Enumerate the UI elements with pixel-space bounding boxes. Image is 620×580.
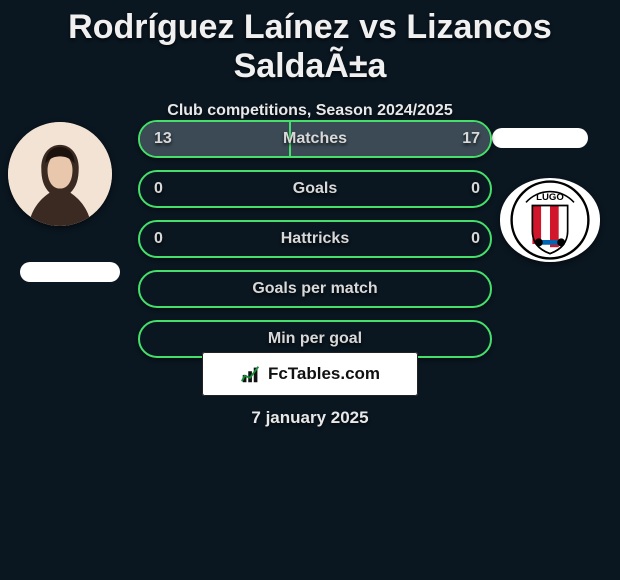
stat-row: 0 0 Hattricks: [138, 220, 492, 258]
fctables-label: FcTables.com: [268, 364, 380, 384]
stat-right-value: 17: [462, 130, 480, 148]
date-label: 7 january 2025: [0, 408, 620, 428]
stat-label: Goals per match: [252, 280, 377, 298]
stat-label: Matches: [283, 130, 347, 148]
stat-right-value: 0: [471, 180, 480, 198]
comparison-card: Rodríguez Laínez vs Lizancos SaldaÃ±a Cl…: [0, 0, 620, 580]
stat-label: Min per goal: [268, 330, 362, 348]
player-left-avatar: [8, 122, 112, 226]
bar-chart-icon: [240, 363, 262, 385]
stat-row: 0 0 Goals: [138, 170, 492, 208]
fctables-watermark: FcTables.com: [202, 352, 418, 396]
lugo-badge-icon: LUGO: [510, 180, 590, 260]
stat-label: Goals: [293, 180, 337, 198]
stat-row: 13 17 Matches: [138, 120, 492, 158]
stat-left-value: 0: [154, 230, 163, 248]
stat-rows: 13 17 Matches 0 0 Goals 0 0 Hattricks Goals per m…: [138, 120, 492, 370]
stat-left-value: 0: [154, 180, 163, 198]
player-right-club-pill: [492, 128, 588, 148]
page-title: Rodríguez Laínez vs Lizancos SaldaÃ±a: [0, 0, 620, 86]
svg-text:LUGO: LUGO: [536, 192, 564, 203]
stat-right-value: 0: [471, 230, 480, 248]
subtitle: Club competitions, Season 2024/2025: [0, 102, 620, 120]
player-silhouette-icon: [8, 122, 112, 226]
stat-left-value: 13: [154, 130, 172, 148]
stat-row: Goals per match: [138, 270, 492, 308]
player-right-club-badge: LUGO: [500, 178, 600, 262]
stat-label: Hattricks: [281, 230, 349, 248]
player-left-club-pill: [20, 262, 120, 282]
